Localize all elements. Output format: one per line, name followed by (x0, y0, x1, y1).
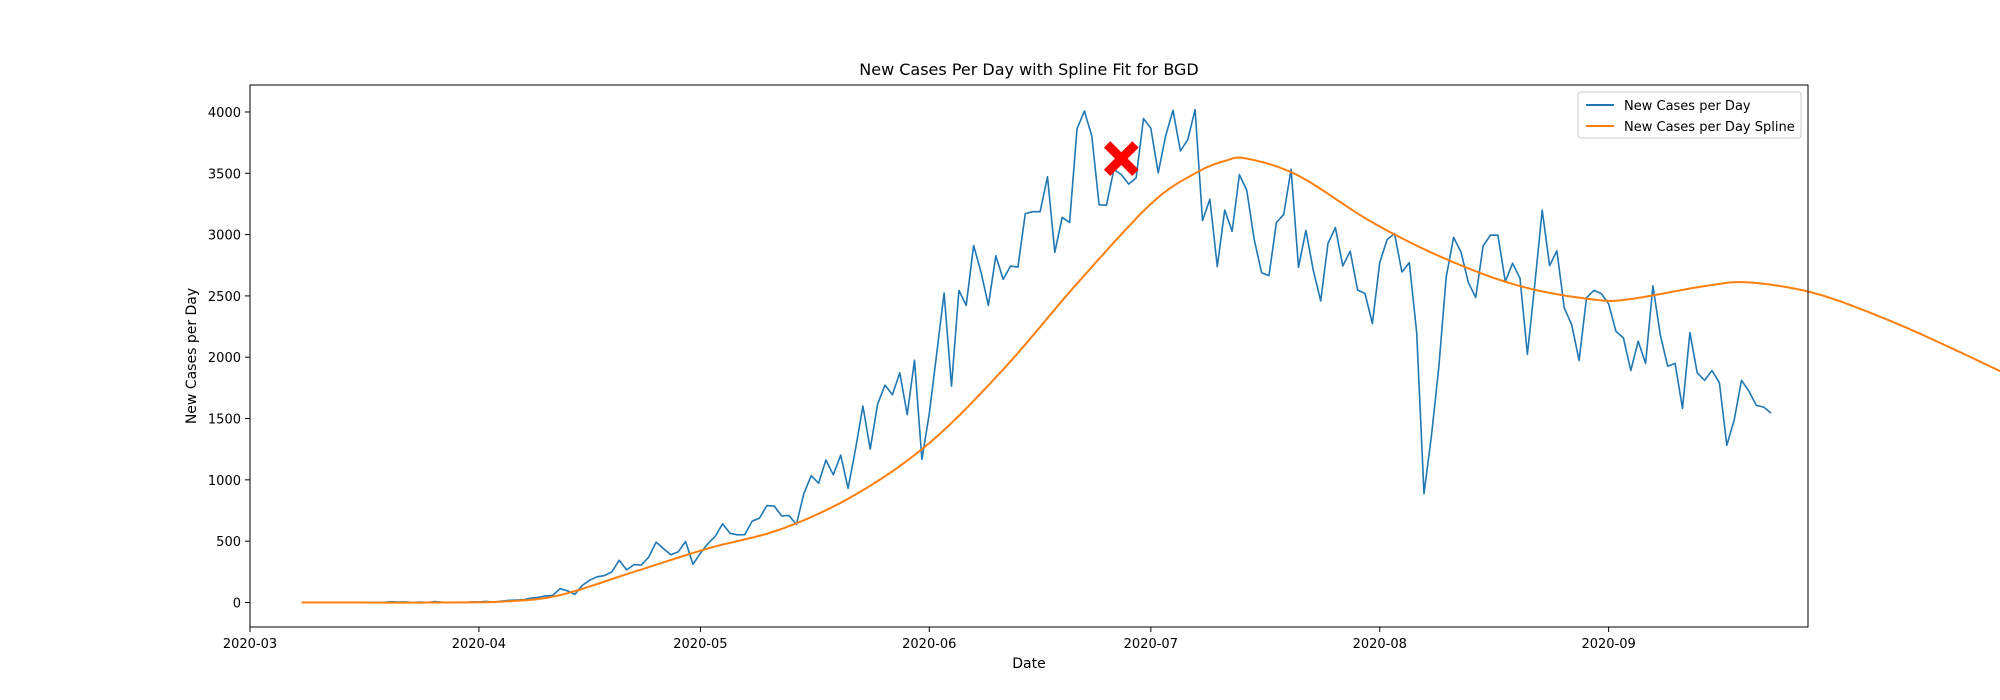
x-tick-label: 2020-06 (902, 637, 956, 652)
y-tick-label: 2500 (208, 290, 241, 305)
legend-label: New Cases per Day (1624, 99, 1751, 114)
y-axis-label: New Cases per Day (184, 288, 200, 424)
chart-title: New Cases Per Day with Spline Fit for BG… (859, 60, 1198, 79)
y-tick-label: 1500 (208, 413, 241, 428)
x-tick-label: 2020-04 (452, 637, 506, 652)
series-line-new-cases (301, 108, 1772, 604)
y-tick-label: 3500 (208, 167, 241, 182)
x-tick-label: 2020-07 (1124, 637, 1178, 652)
y-tick-label: 500 (216, 535, 241, 550)
legend: New Cases per Day New Cases per Day Splin… (1577, 91, 1802, 139)
y-axis-ticks: 0 500 1000 1500 2000 2500 3000 3500 4000 (208, 106, 250, 611)
peak-marker (1103, 141, 1139, 176)
x-tick-label: 2020-05 (673, 637, 727, 652)
peak-marker-stroke (1103, 141, 1139, 176)
axes-frame (249, 84, 1809, 628)
x-axis-ticks: 2020-03 2020-04 2020-05 2020-06 2020-07 2020-… (223, 627, 1636, 652)
y-tick-label: 4000 (208, 106, 241, 121)
y-tick-label: 0 (233, 596, 241, 611)
y-tick-label: 3000 (208, 229, 241, 244)
legend-label: New Cases per Day Spline (1624, 120, 1795, 135)
series-line-spline (301, 156, 2000, 604)
x-tick-label: 2020-09 (1581, 637, 1635, 652)
y-tick-label: 2000 (208, 351, 241, 366)
x-tick-label: 2020-08 (1353, 637, 1407, 652)
x-tick-label: 2020-03 (223, 637, 277, 652)
plot-area (301, 108, 2000, 604)
x-axis-label: Date (1012, 656, 1045, 672)
legend-box (1577, 91, 1802, 139)
y-tick-label: 1000 (208, 474, 241, 489)
